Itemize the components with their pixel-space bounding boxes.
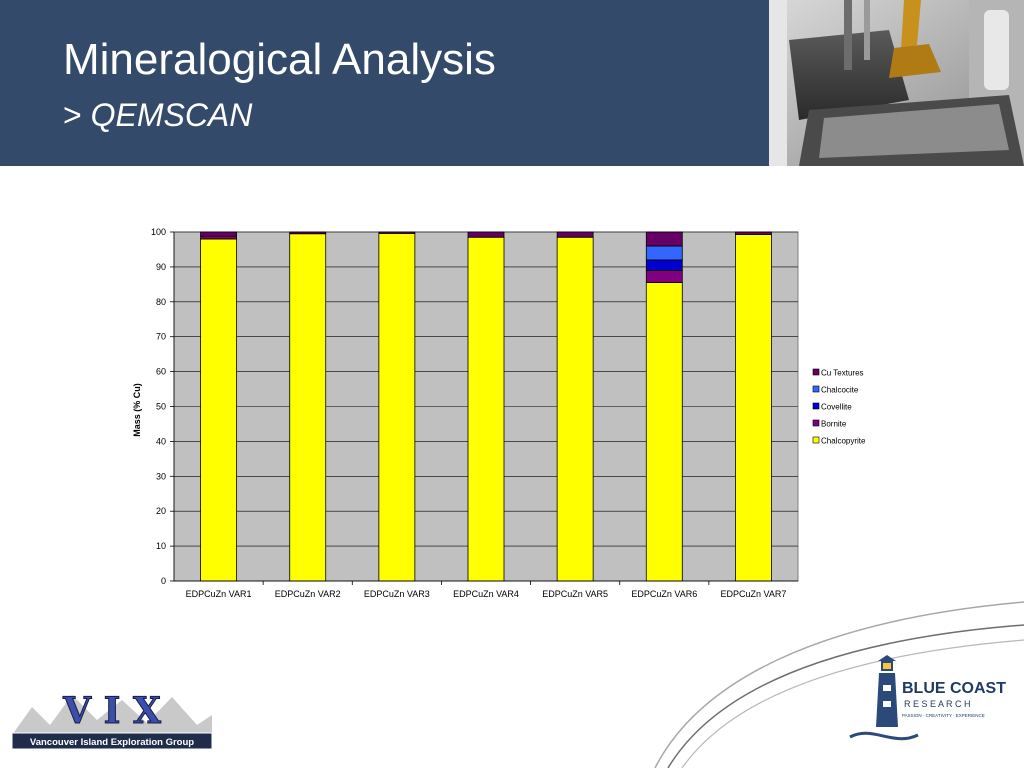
vix-logo-caption: Vancouver Island Exploration Group xyxy=(30,737,194,748)
y-tick-label: 10 xyxy=(156,541,166,551)
page-subtitle: > QEMSCAN xyxy=(63,95,252,135)
legend-label: Chalcopyrite xyxy=(821,437,866,446)
y-tick-label: 60 xyxy=(156,367,166,377)
bar-segment-cu-textures xyxy=(645,231,683,247)
x-tick-label: EDPCuZn VAR3 xyxy=(364,589,430,599)
legend-label: Bornite xyxy=(821,420,847,429)
legend-label: Covellite xyxy=(821,403,852,412)
bluecoast-sub: R E S E A R C H xyxy=(904,699,971,709)
bluecoast-tagline: PASSION · CREATIVITY · EXPERIENCE xyxy=(902,713,985,718)
legend-label: Cu Textures xyxy=(821,369,864,378)
bar-segment-chalcopyrite xyxy=(735,234,772,582)
legend-swatch xyxy=(812,402,820,410)
y-tick-label: 40 xyxy=(156,436,166,446)
bar-segment-chalcopyrite xyxy=(556,236,594,582)
legend-swatch xyxy=(812,385,820,393)
chart-legend: Cu Textures Chalcocite Covellite Bornite Cha… xyxy=(812,368,866,446)
bar-segment-chalcopyrite xyxy=(378,232,416,582)
y-tick-label: 80 xyxy=(156,297,166,307)
x-tick-label: EDPCuZn VAR7 xyxy=(720,589,786,599)
x-tick-label: EDPCuZn VAR5 xyxy=(542,589,608,599)
y-tick-label: 90 xyxy=(156,262,166,272)
bar-segment-cu-textures xyxy=(200,231,237,237)
bar-segment-cu-textures xyxy=(467,231,505,238)
lighthouse-icon xyxy=(849,655,919,741)
x-tick-label: EDPCuZn VAR4 xyxy=(453,589,519,599)
lab-equipment-photo xyxy=(769,0,1024,166)
x-tick-label: EDPCuZn VAR6 xyxy=(631,589,697,599)
blue-coast-research-logo: BLUE COAST R E S E A R C H PASSION · CRE… xyxy=(849,655,1006,741)
legend-label: Chalcocite xyxy=(821,386,859,395)
vix-logo: V I X Vancouver Island Exploration Group xyxy=(12,690,212,750)
bar-segment-chalcopyrite xyxy=(467,236,505,582)
y-tick-label: 100 xyxy=(151,227,166,237)
bar-segment-cu-textures xyxy=(556,231,594,238)
x-tick-label: EDPCuZn VAR1 xyxy=(186,589,252,599)
y-axis-label: Mass (% Cu) xyxy=(132,383,142,437)
bar-segment-chalcopyrite xyxy=(645,282,683,582)
subtitle-text: QEMSCAN xyxy=(90,97,253,133)
y-tick-label: 30 xyxy=(156,471,166,481)
page-title: Mineralogical Analysis xyxy=(63,35,496,84)
bar-segment-cu-textures xyxy=(735,231,772,235)
subtitle-prefix: > xyxy=(63,97,82,133)
x-tick-label: EDPCuZn VAR2 xyxy=(275,589,341,599)
bar-segment-cu-textures xyxy=(378,231,416,234)
legend-swatch xyxy=(812,436,820,444)
y-tick-label: 50 xyxy=(156,402,166,412)
y-tick-label: 20 xyxy=(156,506,166,516)
bar-segment-chalcopyrite xyxy=(289,233,327,582)
legend-swatch xyxy=(812,368,820,376)
vix-logo-letters: V I X xyxy=(62,690,161,732)
legend-swatch xyxy=(812,419,820,427)
y-tick-label: 0 xyxy=(161,576,166,586)
bluecoast-name: BLUE COAST xyxy=(902,680,1006,697)
y-tick-label: 70 xyxy=(156,332,166,342)
bar-segment-cu-textures xyxy=(289,231,327,235)
